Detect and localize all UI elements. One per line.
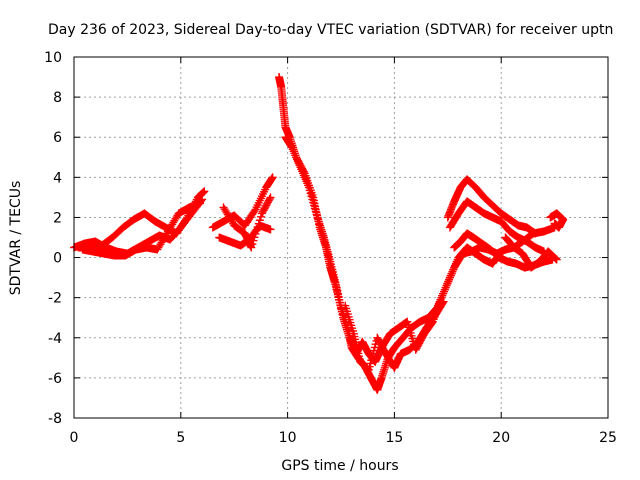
series-track-j	[443, 175, 540, 238]
x-tick-label: 0	[70, 430, 79, 446]
y-tick-label: -8	[48, 411, 62, 427]
data-point-markers	[341, 297, 448, 374]
x-tick-label: 25	[599, 430, 617, 446]
y-tick-label: -6	[48, 371, 62, 387]
y-tick-label: 8	[53, 90, 62, 106]
x-tick-label: 10	[279, 430, 297, 446]
x-tick-label: 20	[492, 430, 510, 446]
x-tick-label: 5	[176, 430, 185, 446]
x-axis-title: GPS time / hours	[281, 458, 398, 474]
data-point-markers	[208, 173, 277, 232]
y-axis-title: SDTVAR / TECUs	[8, 181, 24, 296]
x-axis-tick-labels: 0 5 10 15 20 25	[70, 430, 617, 446]
data-point-markers	[546, 209, 568, 232]
data-point-markers	[78, 199, 205, 260]
data-point-markers	[443, 175, 540, 238]
series-track-m	[501, 233, 561, 272]
series-track-k	[445, 197, 548, 256]
y-axis-tick-labels: -8 -6 -4 -2 0 2 4 6 8 10	[44, 50, 62, 427]
y-tick-label: 2	[53, 210, 62, 226]
axis-ticks	[73, 56, 609, 419]
series-track-d	[208, 173, 277, 232]
data-point-markers	[501, 233, 561, 272]
y-tick-label: 10	[44, 50, 62, 66]
y-tick-label: 6	[53, 130, 62, 146]
series-track-i	[341, 297, 448, 374]
series-track-n	[546, 209, 568, 232]
y-tick-label: -2	[48, 291, 62, 307]
plot-frame	[73, 56, 609, 419]
y-tick-label: -4	[48, 331, 62, 347]
x-tick-label: 15	[385, 430, 403, 446]
y-tick-label: 0	[53, 251, 62, 267]
y-tick-label: 4	[53, 170, 62, 186]
series-track-c	[78, 199, 205, 260]
chart-title: Day 236 of 2023, Sidereal Day-to-day VTE…	[48, 22, 613, 38]
series-track-f	[219, 193, 275, 252]
data-point-markers	[445, 197, 548, 256]
data-point-markers	[219, 193, 275, 252]
